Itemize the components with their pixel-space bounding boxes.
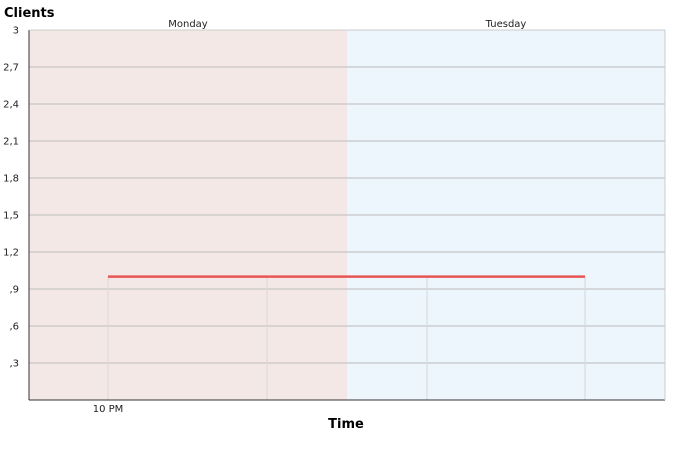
y-tick-label: ,3 <box>9 359 19 370</box>
axes <box>28 29 666 401</box>
y-tick-label: 2,7 <box>3 63 19 74</box>
x-tick-labels: 10 PM <box>93 404 124 415</box>
y-tick-label: ,9 <box>9 285 19 296</box>
day-label-monday: Monday <box>168 19 208 30</box>
y-axis-title: Clients <box>4 6 55 21</box>
x-tick-label: 10 PM <box>93 404 124 415</box>
y-tick-label: 3 <box>13 26 19 37</box>
y-tick-label: 2,4 <box>3 100 19 111</box>
y-tick-label: 2,1 <box>3 137 19 148</box>
day-labels: Monday Tuesday <box>168 19 526 30</box>
y-tick-label: 1,8 <box>3 174 19 185</box>
day-label-tuesday: Tuesday <box>485 19 527 30</box>
y-tick-label: ,6 <box>9 322 19 333</box>
y-tick-label: 1,5 <box>3 211 19 222</box>
grid-lines <box>29 29 665 364</box>
x-axis-title: Time <box>328 417 364 432</box>
y-tick-labels: 3 2,7 2,4 2,1 1,8 1,5 1,2 ,9 ,6 ,3 <box>3 26 19 370</box>
y-tick-label: 1,2 <box>3 248 19 259</box>
vertical-grid-lines <box>107 276 586 400</box>
